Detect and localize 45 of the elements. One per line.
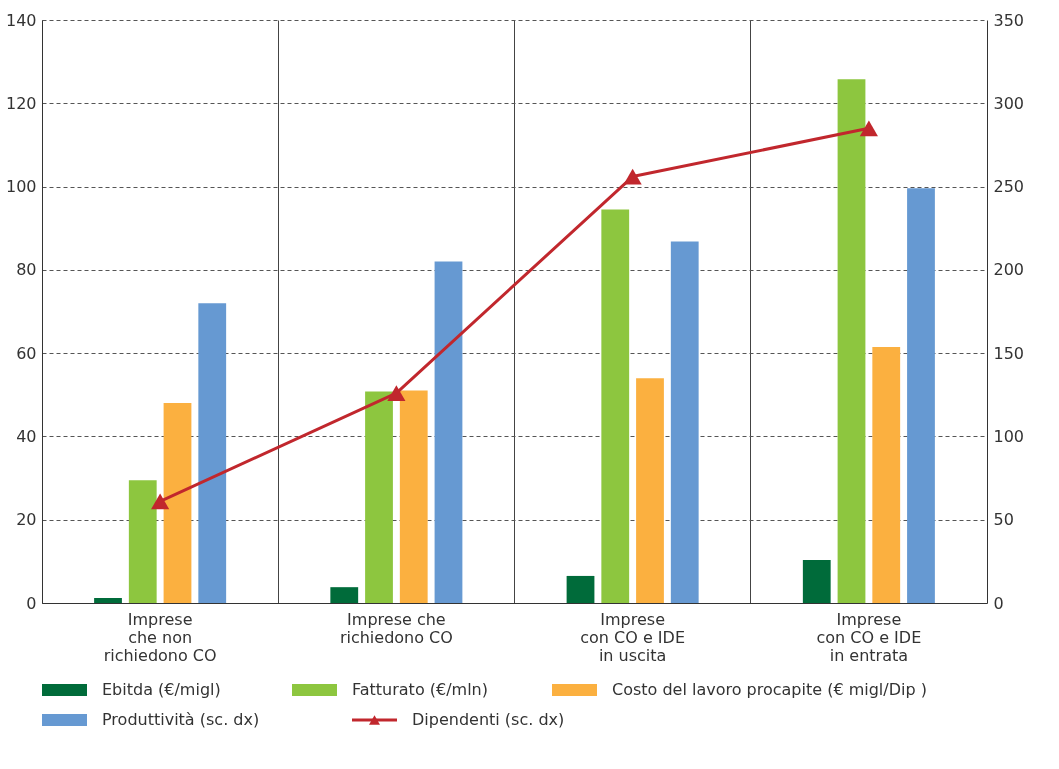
y-tick-label: 100 xyxy=(5,177,37,197)
legend-label: Produttività (sc. dx) xyxy=(102,710,260,729)
bar xyxy=(670,241,699,603)
x-tick-label: Imprese con CO e IDE in entrata xyxy=(816,609,922,665)
y-tick-label: 120 xyxy=(5,93,37,113)
bar xyxy=(837,79,866,603)
x-tick-label: Imprese che richiedono CO xyxy=(339,609,453,647)
y-tick-label: 40 xyxy=(16,426,37,446)
bar xyxy=(330,587,359,603)
bar xyxy=(163,403,192,603)
y2-tick-label: 300 xyxy=(993,93,1025,113)
bar xyxy=(365,391,393,603)
y2-tick-label: 200 xyxy=(993,260,1025,280)
bar xyxy=(128,480,157,603)
y2-tick-label: 250 xyxy=(993,177,1025,197)
bar xyxy=(636,378,664,603)
y2-tick-label: 50 xyxy=(993,510,1014,530)
legend-label: Costo del lavoro procapite (€ migl/Dip ) xyxy=(612,680,927,699)
y2-tick-label: 0 xyxy=(993,593,1004,613)
legend-label: Ebitda (€/migl) xyxy=(102,680,221,699)
bar xyxy=(399,390,428,603)
bar xyxy=(601,209,630,603)
legend-label: Dipendenti (sc. dx) xyxy=(412,710,565,729)
y-tick-label: 60 xyxy=(16,343,37,363)
y2-tick-label: 150 xyxy=(993,343,1025,363)
bar xyxy=(566,575,595,603)
point xyxy=(151,493,170,510)
y-tick-label: 140 xyxy=(5,10,37,30)
bar xyxy=(802,560,831,603)
y2-tick-label: 350 xyxy=(993,10,1025,30)
point xyxy=(387,385,406,401)
y2-tick-label: 100 xyxy=(993,426,1025,446)
point xyxy=(859,120,878,137)
y-tick-label: 20 xyxy=(16,510,37,530)
bar xyxy=(198,303,227,603)
y-tick-label: 0 xyxy=(26,593,37,613)
bar xyxy=(907,188,935,603)
x-tick-label: Imprese con CO e IDE in uscita xyxy=(580,609,685,665)
x-tick-label: Imprese che non richiedono CO xyxy=(103,609,217,665)
point xyxy=(623,168,642,185)
bar xyxy=(434,261,463,603)
y-tick-label: 80 xyxy=(16,260,37,280)
legend-label: Fatturato (€/mln) xyxy=(352,680,488,699)
bar xyxy=(94,598,122,603)
bar xyxy=(872,346,901,603)
